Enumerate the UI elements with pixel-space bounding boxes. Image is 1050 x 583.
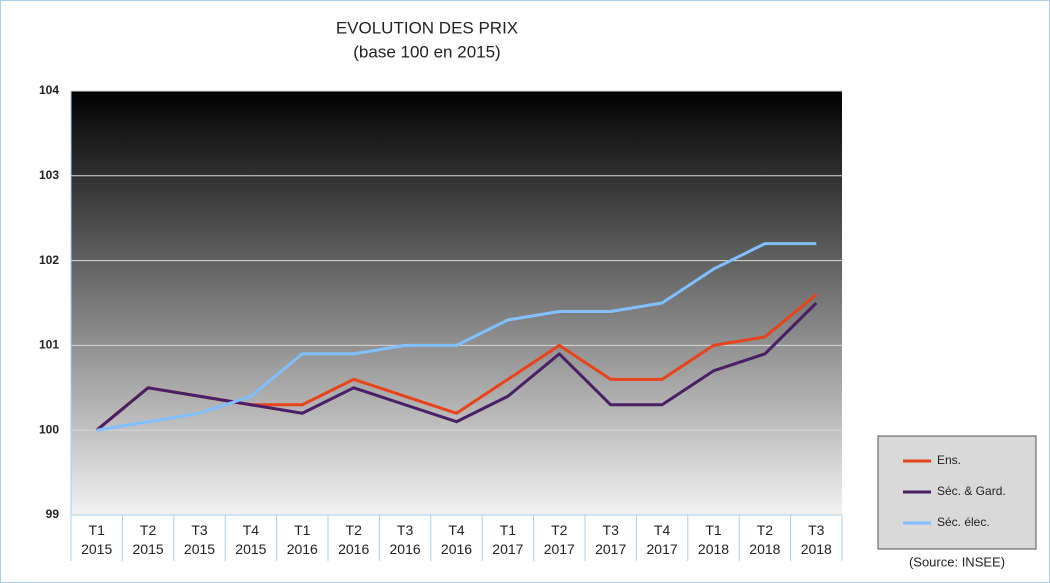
x-tick-label: T3 2018	[800, 522, 832, 557]
y-tick-label: 102	[39, 253, 59, 267]
chart-title: EVOLUTION DES PRIX	[336, 18, 518, 37]
legend-label: Ens.	[937, 453, 961, 467]
y-tick-label: 104	[39, 83, 59, 97]
x-tick-label: T2 2016	[338, 522, 370, 557]
x-tick-label: T1 2017	[492, 522, 524, 557]
plot-area	[71, 91, 842, 515]
x-tick-label: T2 2018	[749, 522, 781, 557]
x-tick-label: T4 2017	[646, 522, 678, 557]
series-line	[95, 301, 818, 432]
y-tick-label: 100	[39, 422, 59, 436]
x-tick-label: T1 2015	[81, 522, 113, 557]
x-tick-label: T3 2015	[183, 522, 216, 557]
x-tick-label: T4 2016	[440, 522, 473, 557]
y-tick-label: 101	[39, 338, 59, 352]
x-tick-label: T3 2017	[595, 522, 627, 557]
x-tick-label: T2 2015	[132, 522, 164, 557]
x-tick-label: T1 2018	[697, 522, 730, 557]
legend-label: Séc. élec.	[937, 515, 990, 529]
x-tick-label: T4 2015	[235, 522, 267, 557]
y-tick-label: 103	[39, 168, 59, 182]
source-note: (Source: INSEE)	[909, 554, 1005, 569]
series-line	[96, 242, 817, 432]
legend-label: Séc. & Gard.	[937, 484, 1006, 498]
y-tick-label: 99	[46, 507, 60, 521]
chart-subtitle: (base 100 en 2015)	[353, 42, 500, 61]
x-tick-label: T2 2017	[543, 522, 575, 557]
x-tick-label: T3 2016	[389, 522, 421, 557]
x-tick-label: T1 2016	[286, 522, 318, 557]
